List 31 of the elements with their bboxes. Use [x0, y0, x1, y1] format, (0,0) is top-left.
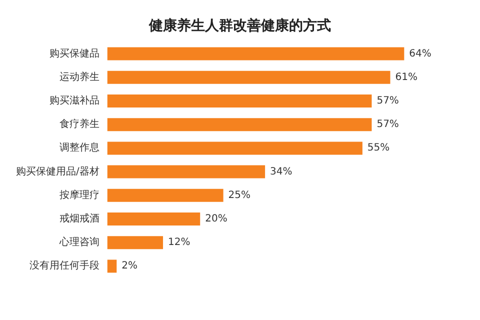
- y-tick-label: 购买保健用品/器材: [16, 165, 100, 178]
- bar: [107, 118, 372, 132]
- data-label: 34%: [270, 166, 292, 178]
- data-label: 25%: [228, 190, 251, 201]
- y-tick-label: 食疗养生: [59, 118, 100, 130]
- data-label: 57%: [376, 96, 399, 106]
- bar: [107, 70, 390, 84]
- data-label: 12%: [168, 237, 190, 248]
- bar: [107, 236, 164, 250]
- bar: [107, 188, 224, 202]
- bar: [107, 94, 372, 108]
- y-tick-label: 心理咨询: [58, 236, 100, 248]
- data-label: 55%: [367, 142, 390, 154]
- data-label: 20%: [205, 214, 228, 224]
- chart-title: 健康养生人群改善健康的方式: [148, 17, 331, 34]
- y-tick-label: 运动养生: [59, 70, 100, 83]
- data-label: 57%: [376, 119, 399, 130]
- bar: [107, 260, 117, 273]
- bar: [107, 212, 200, 226]
- y-tick-label: 戒烟戒酒: [59, 212, 100, 224]
- bar: [107, 165, 266, 178]
- y-tick-label: 购买滋补品: [49, 94, 100, 106]
- data-label: 2%: [122, 260, 138, 272]
- data-label: 64%: [409, 48, 432, 60]
- y-tick-label: 调整作息: [59, 142, 100, 154]
- y-tick-label: 按摩理疗: [59, 188, 100, 201]
- y-tick-label: 没有用任何手段: [29, 260, 100, 272]
- y-tick-label: 购买保健品: [49, 48, 100, 60]
- bar: [107, 47, 404, 60]
- bar: [107, 142, 362, 155]
- data-label: 61%: [395, 72, 418, 83]
